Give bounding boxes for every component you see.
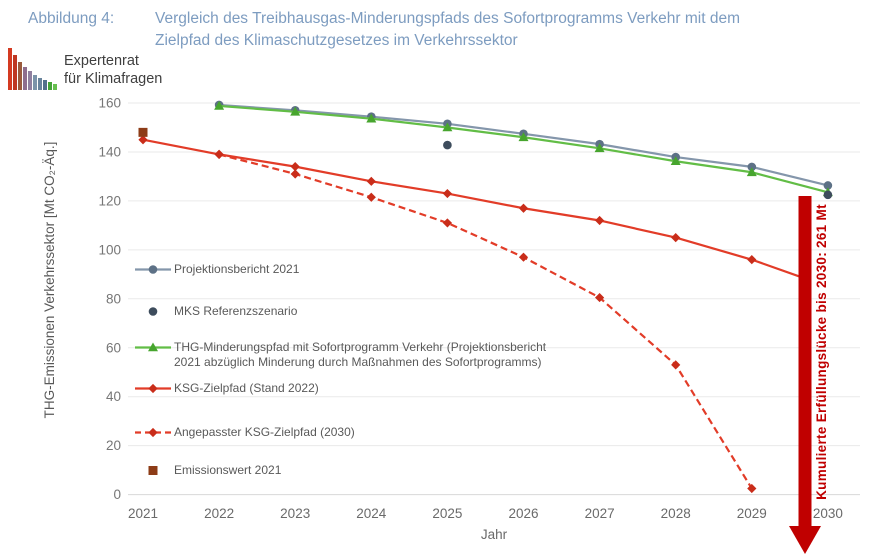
logo-text: Expertenrat für Klimafragen [64, 53, 162, 90]
legend-label: Angepasster KSG-Zielpfad (2030) [174, 425, 355, 439]
x-tick-label: 2026 [508, 506, 538, 521]
figure-title-line2: Zielpfad des Klimaschutzgesetzes im Verk… [155, 32, 518, 49]
series-projektionsbericht-2021 [214, 100, 833, 190]
x-tick-label: 2029 [737, 506, 767, 521]
legend-item-projektionsbericht: Projektionsbericht 2021 [134, 262, 299, 277]
x-tick-label: 2027 [585, 506, 615, 521]
legend-item-emissionswert-2021: Emissionswert 2021 [134, 463, 281, 478]
logo-bar [13, 55, 17, 90]
line-triangle-marker-icon [134, 340, 172, 355]
y-tick-label: 20 [106, 438, 121, 453]
series-ksg-zielpfad [138, 135, 807, 280]
logo-text-line1: Expertenrat [64, 53, 139, 69]
x-tick-label: 2021 [128, 506, 158, 521]
logo-bar [53, 84, 57, 90]
x-tick-label: 2025 [432, 506, 462, 521]
y-axis-title: THG-Emissionen Verkehrssektor [Mt CO₂-Äq… [42, 142, 57, 419]
y-tick-label: 80 [106, 291, 121, 306]
figure-title: Vergleich des Treibhausgas-Minderungspfa… [155, 8, 740, 52]
figure-label: Abbildung 4: [28, 10, 115, 27]
series-mks-referenzszenario [443, 140, 833, 200]
x-tick-label: 2024 [356, 506, 387, 521]
dot-marker-icon [134, 304, 172, 319]
legend-label-line2: 2021 abzüglich Minderung durch Maßnahmen… [174, 355, 542, 369]
x-tick-label: 2030 [813, 506, 843, 521]
y-tick-label: 60 [106, 340, 121, 355]
x-tick-label: 2022 [204, 506, 234, 521]
y-tick-label: 160 [98, 96, 121, 111]
logo-bar [28, 71, 32, 90]
dashed-line-diamond-marker-icon [134, 425, 172, 440]
logo-bar [23, 67, 27, 90]
figure-title-line1: Vergleich des Treibhausgas-Minderungspfa… [155, 10, 740, 27]
legend-item-ksg-zielpfad: KSG-Zielpfad (Stand 2022) [134, 381, 319, 396]
logo-text-line2: für Klimafragen [64, 70, 163, 87]
series-emissionswert-2021 [138, 127, 148, 137]
series-angepasster-ksg-zielpfad [214, 149, 757, 494]
legend-label: Emissionswert 2021 [174, 463, 282, 477]
logo-bar [38, 78, 42, 90]
legend-item-mks-referenzszenario: MKS Referenzszenario [134, 304, 297, 319]
expertenrat-logo: Expertenrat für Klimafragen [8, 44, 162, 90]
square-marker-icon [134, 463, 172, 478]
logo-bars-icon [8, 44, 58, 90]
logo-bar [43, 80, 47, 90]
gap-arrow [789, 196, 821, 554]
logo-bar [33, 75, 37, 90]
legend-label: MKS Referenzszenario [174, 304, 298, 318]
x-tick-label: 2028 [661, 506, 691, 521]
series-thg-minderungspfad-sofortprogramm [214, 100, 833, 197]
logo-bar [48, 82, 52, 90]
y-tick-label: 40 [106, 389, 121, 404]
y-tick-label: 140 [98, 144, 121, 159]
legend-label: KSG-Zielpfad (Stand 2022) [174, 381, 319, 395]
x-tick-label: 2023 [280, 506, 310, 521]
y-tick-label: 120 [98, 193, 121, 208]
gap-arrow-label: Kumulierte Erfüllungslücke bis 2030: 261… [814, 204, 829, 500]
line-circle-marker-icon [134, 262, 172, 277]
legend-label: THG-Minderungspfad mit Sofortprogramm Ve… [174, 340, 546, 370]
line-diamond-marker-icon [134, 381, 172, 396]
y-tick-label: 100 [98, 242, 121, 257]
legend-item-angepasster-ksg-zielpfad: Angepasster KSG-Zielpfad (2030) [134, 425, 355, 440]
logo-bar [18, 62, 22, 90]
logo-bar [8, 48, 12, 90]
legend-label: Projektionsbericht 2021 [174, 262, 300, 276]
legend-label-line1: THG-Minderungspfad mit Sofortprogramm Ve… [174, 340, 547, 354]
y-tick-label: 0 [113, 487, 121, 502]
legend-item-thg-minderungspfad: THG-Minderungspfad mit Sofortprogramm Ve… [134, 340, 546, 370]
x-axis-title: Jahr [481, 527, 508, 542]
